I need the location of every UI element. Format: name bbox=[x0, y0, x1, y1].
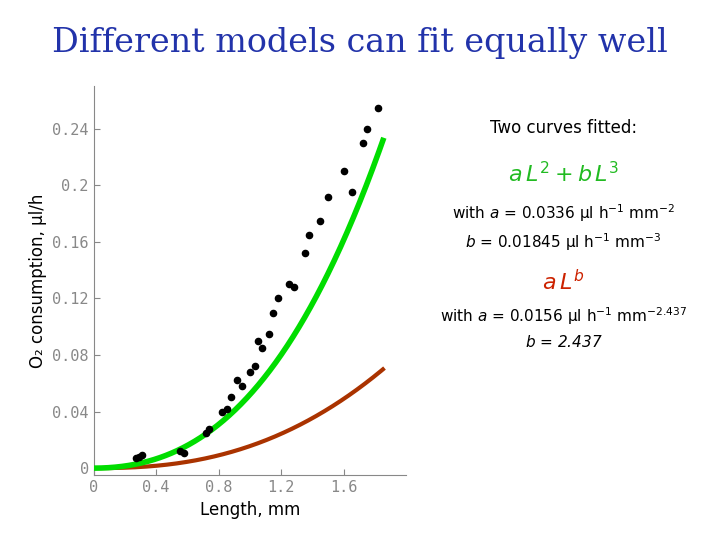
Point bbox=[252, 336, 264, 345]
Point bbox=[236, 382, 248, 390]
Point bbox=[232, 376, 243, 385]
Point bbox=[136, 451, 148, 460]
Point bbox=[216, 407, 228, 416]
Point bbox=[361, 125, 373, 133]
Point bbox=[272, 294, 284, 303]
Point bbox=[268, 308, 279, 317]
Point bbox=[304, 231, 315, 239]
Point bbox=[133, 453, 145, 461]
Point bbox=[244, 368, 256, 376]
Point bbox=[288, 283, 300, 292]
Point bbox=[179, 448, 190, 457]
X-axis label: Length, mm: Length, mm bbox=[199, 501, 300, 518]
Point bbox=[200, 428, 212, 437]
Point bbox=[221, 404, 233, 413]
Text: with $a$ = 0.0156 μl h$^{-1}$ mm$^{-2.437}$: with $a$ = 0.0156 μl h$^{-1}$ mm$^{-2.43… bbox=[440, 305, 687, 327]
Text: $a\,L^2 + b\,L^3$: $a\,L^2 + b\,L^3$ bbox=[508, 162, 619, 187]
Point bbox=[130, 454, 142, 463]
Point bbox=[249, 362, 261, 370]
Point bbox=[357, 139, 369, 147]
Point bbox=[225, 393, 237, 402]
Point bbox=[283, 280, 294, 289]
Point bbox=[204, 424, 215, 433]
Point bbox=[346, 188, 357, 197]
Point bbox=[323, 192, 334, 201]
Text: $b$ = 2.437: $b$ = 2.437 bbox=[525, 334, 602, 350]
Text: with $a$ = 0.0336 μl h$^{-1}$ mm$^{-2}$: with $a$ = 0.0336 μl h$^{-1}$ mm$^{-2}$ bbox=[451, 202, 675, 224]
Point bbox=[338, 167, 350, 176]
Text: Different models can fit equally well: Different models can fit equally well bbox=[52, 27, 668, 59]
Point bbox=[315, 217, 326, 225]
Point bbox=[372, 103, 384, 112]
Point bbox=[299, 249, 310, 258]
Y-axis label: O₂ consumption, μl/h: O₂ consumption, μl/h bbox=[29, 194, 47, 368]
Point bbox=[257, 343, 269, 352]
Point bbox=[263, 329, 274, 338]
Point bbox=[174, 447, 185, 455]
Text: Two curves fitted:: Two curves fitted: bbox=[490, 119, 637, 137]
Text: $a\,L^b$: $a\,L^b$ bbox=[542, 270, 585, 295]
Text: $b$ = 0.01845 μl h$^{-1}$ mm$^{-3}$: $b$ = 0.01845 μl h$^{-1}$ mm$^{-3}$ bbox=[465, 231, 662, 253]
